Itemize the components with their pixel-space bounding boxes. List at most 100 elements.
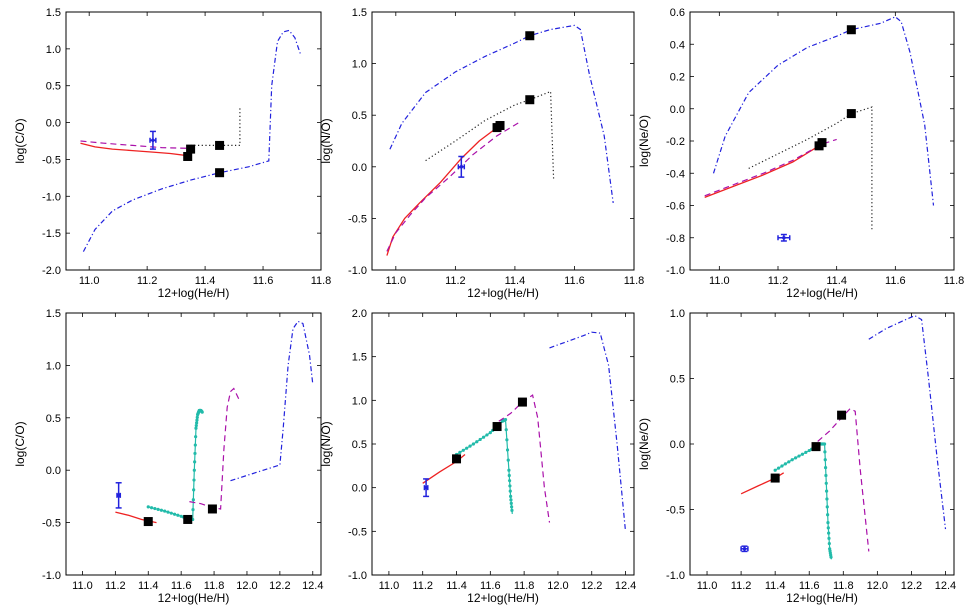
- x-tick-label: 11.6: [253, 275, 274, 287]
- x-tick-label: 11.0: [697, 580, 718, 592]
- x-axis-label: 12+log(He/H): [467, 286, 539, 300]
- series-teal-dot: [461, 448, 465, 452]
- plot-frame: [65, 312, 322, 576]
- series-dashdot-line: [82, 29, 302, 252]
- series-teal-dot: [824, 481, 828, 485]
- observation-point: [151, 138, 155, 143]
- series-dotted-line: [748, 106, 873, 232]
- series-teal-dot: [172, 512, 177, 516]
- x-tick-label: 11.6: [799, 580, 820, 592]
- plot-frame: [371, 312, 635, 576]
- y-tick-label: 1.0: [46, 360, 61, 372]
- series-teal-dot: [192, 468, 196, 472]
- model-marker: [186, 144, 196, 154]
- y-axis-label: log(C/O): [13, 118, 27, 163]
- series-teal-dot: [823, 465, 828, 470]
- series-teal-dot: [827, 536, 831, 540]
- series-teal-dot: [807, 448, 811, 453]
- x-tick-label: 11.6: [171, 580, 192, 592]
- series-teal-dot: [156, 507, 160, 511]
- y-tick-label: -2.0: [42, 265, 61, 277]
- x-tick-label: 11.8: [944, 275, 964, 287]
- series-teal-dot: [478, 437, 482, 442]
- panel-6: 11.0 11.2 11.4 11.6 11.8 12.0 12.2 12.4 -1.0 -0.5…: [637, 308, 956, 605]
- series-teal-dot: [773, 468, 777, 472]
- series-teal-dot: [507, 479, 512, 483]
- model-marker: [846, 109, 856, 119]
- panel-1: 11.0 11.2 11.4 11.6 11.8 -2.0 -1.5 -1.0 -0.5 0.0 0…: [13, 7, 331, 300]
- series-teal-dot: [195, 421, 199, 425]
- y-tick-label: -0.5: [42, 154, 61, 166]
- observation-point: [459, 165, 464, 169]
- series-teal-dot: [169, 511, 173, 515]
- series-dashed-line: [80, 140, 191, 149]
- x-tick-label: 11.8: [624, 275, 645, 287]
- series-teal-dot: [195, 418, 199, 422]
- observation-point: [782, 235, 786, 240]
- y-tick-label: 0.0: [46, 465, 61, 477]
- y-tick-label: 1.0: [352, 59, 367, 71]
- x-tick-label: 11.2: [445, 275, 466, 287]
- x-tick-label: 11.4: [765, 580, 786, 592]
- series-teal-dot: [192, 488, 196, 492]
- series-teal-dot: [510, 505, 514, 509]
- series-teal-dot: [193, 460, 197, 464]
- x-tick-label: 11.4: [505, 275, 526, 287]
- series-teal-dot: [465, 446, 469, 450]
- y-tick-label: 1.5: [46, 7, 61, 19]
- series-teal-dot: [776, 466, 781, 470]
- series-teal-dot: [804, 450, 808, 454]
- series-teal-dot: [485, 433, 489, 437]
- x-tick-label: 12.4: [935, 580, 956, 592]
- series-teal-dot: [794, 456, 798, 460]
- y-tick-label: -0.8: [666, 233, 685, 245]
- model-marker: [811, 442, 821, 452]
- x-tick-label: 12.4: [615, 580, 636, 592]
- series-dotted-line: [425, 90, 555, 180]
- series-teal-dot: [783, 462, 787, 466]
- model-marker: [817, 138, 827, 148]
- series-teal-dot: [787, 460, 791, 464]
- x-tick-label: 11.0: [379, 580, 400, 592]
- y-tick-label: 0.0: [670, 104, 685, 116]
- x-tick-label: 12.4: [302, 580, 323, 592]
- series-teal-dot: [506, 458, 510, 462]
- model-marker: [183, 151, 193, 161]
- series-teal-dot: [827, 541, 831, 546]
- x-tick-label: 12.2: [581, 580, 602, 592]
- panel-2: 11.0 11.2 11.4 11.6 11.8 -1.0 -0.5 0.0 0.5 1.0 1.5…: [319, 7, 644, 300]
- series-teal-dot: [822, 442, 827, 446]
- model-marker: [215, 168, 225, 178]
- series-teal-dot: [481, 435, 486, 439]
- series-dashdot-line: [389, 24, 614, 203]
- series-dashed-line: [386, 120, 522, 252]
- series-teal-dot: [153, 506, 157, 511]
- series-group: [704, 16, 935, 232]
- x-tick-label: 11.8: [833, 580, 854, 592]
- panel-4: 11.0 11.2 11.4 11.6 11.8 12.0 12.2 12.4 -1.0 -0.5…: [13, 308, 323, 605]
- y-tick-label: 0.5: [46, 81, 61, 93]
- y-tick-label: 0.5: [352, 439, 367, 451]
- series-teal-dot: [176, 513, 180, 517]
- series-teal-dot: [503, 417, 508, 422]
- x-tick-label: 11.8: [514, 580, 535, 592]
- y-tick-label: -1.0: [42, 191, 61, 203]
- x-tick-label: 11.8: [204, 580, 225, 592]
- y-tick-label: 0.0: [352, 483, 367, 495]
- plot-frame: [371, 11, 635, 271]
- series-group: [386, 24, 614, 256]
- series-dashdot-line: [868, 314, 947, 530]
- series-teal-dot: [471, 442, 476, 446]
- series-teal-dot: [468, 444, 472, 448]
- series-teal-dot: [800, 452, 805, 456]
- series-teal-dot: [824, 489, 829, 493]
- x-tick-label: 11.2: [731, 580, 752, 592]
- series-solid-line: [704, 145, 820, 199]
- x-tick-label: 11.6: [885, 275, 906, 287]
- x-axis-label: 12+log(He/H): [786, 286, 858, 300]
- y-tick-label: -0.4: [666, 168, 685, 180]
- y-axis-label: log(N/O): [319, 421, 333, 466]
- x-tick-label: 12.2: [901, 580, 922, 592]
- x-tick-label: 11.4: [826, 275, 847, 287]
- x-tick-label: 11.4: [138, 580, 159, 592]
